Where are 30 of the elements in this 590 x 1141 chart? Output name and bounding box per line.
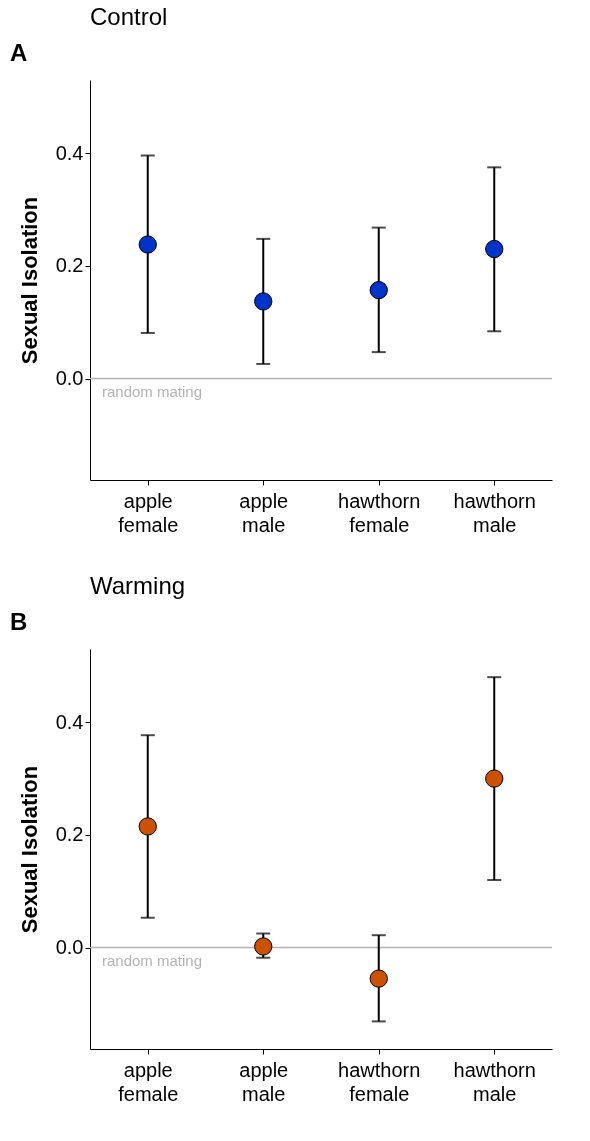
y-axis-title: Sexual Isolation xyxy=(16,765,42,934)
x-tick-label: hawthorn male xyxy=(453,1058,536,1105)
text: A xyxy=(10,39,28,66)
y-axis-title: Sexual Isolation xyxy=(16,196,42,365)
point xyxy=(138,817,157,836)
point xyxy=(254,292,273,311)
x-tick-label: apple male xyxy=(239,1058,289,1105)
ref-line-label: random mating xyxy=(102,951,203,969)
point xyxy=(369,969,388,988)
y-tick-label: 0.2 xyxy=(55,254,84,277)
y-tick-label: 0.4 xyxy=(55,710,84,733)
y-tick-label: 0.2 xyxy=(55,823,84,846)
y-tick-label: 0.4 xyxy=(55,141,84,164)
point xyxy=(369,281,388,300)
x-tick-label: hawthorn female xyxy=(338,489,421,536)
y-tick-label: 0.0 xyxy=(55,936,84,959)
x-tick-label: hawthorn male xyxy=(453,489,536,536)
x-tick-label: apple female xyxy=(118,489,179,536)
ref-line-label: random mating xyxy=(102,382,203,400)
point xyxy=(254,937,273,956)
text: B xyxy=(10,608,28,635)
point xyxy=(138,235,157,254)
x-tick-label: apple female xyxy=(118,1058,179,1105)
point xyxy=(485,769,504,788)
chart-title: Warming xyxy=(90,572,186,599)
x-tick-label: hawthorn female xyxy=(338,1058,421,1105)
point xyxy=(485,239,504,259)
chart-title: Control xyxy=(90,3,168,30)
x-tick-label: apple male xyxy=(239,489,289,536)
y-tick-label: 0.0 xyxy=(55,367,84,390)
